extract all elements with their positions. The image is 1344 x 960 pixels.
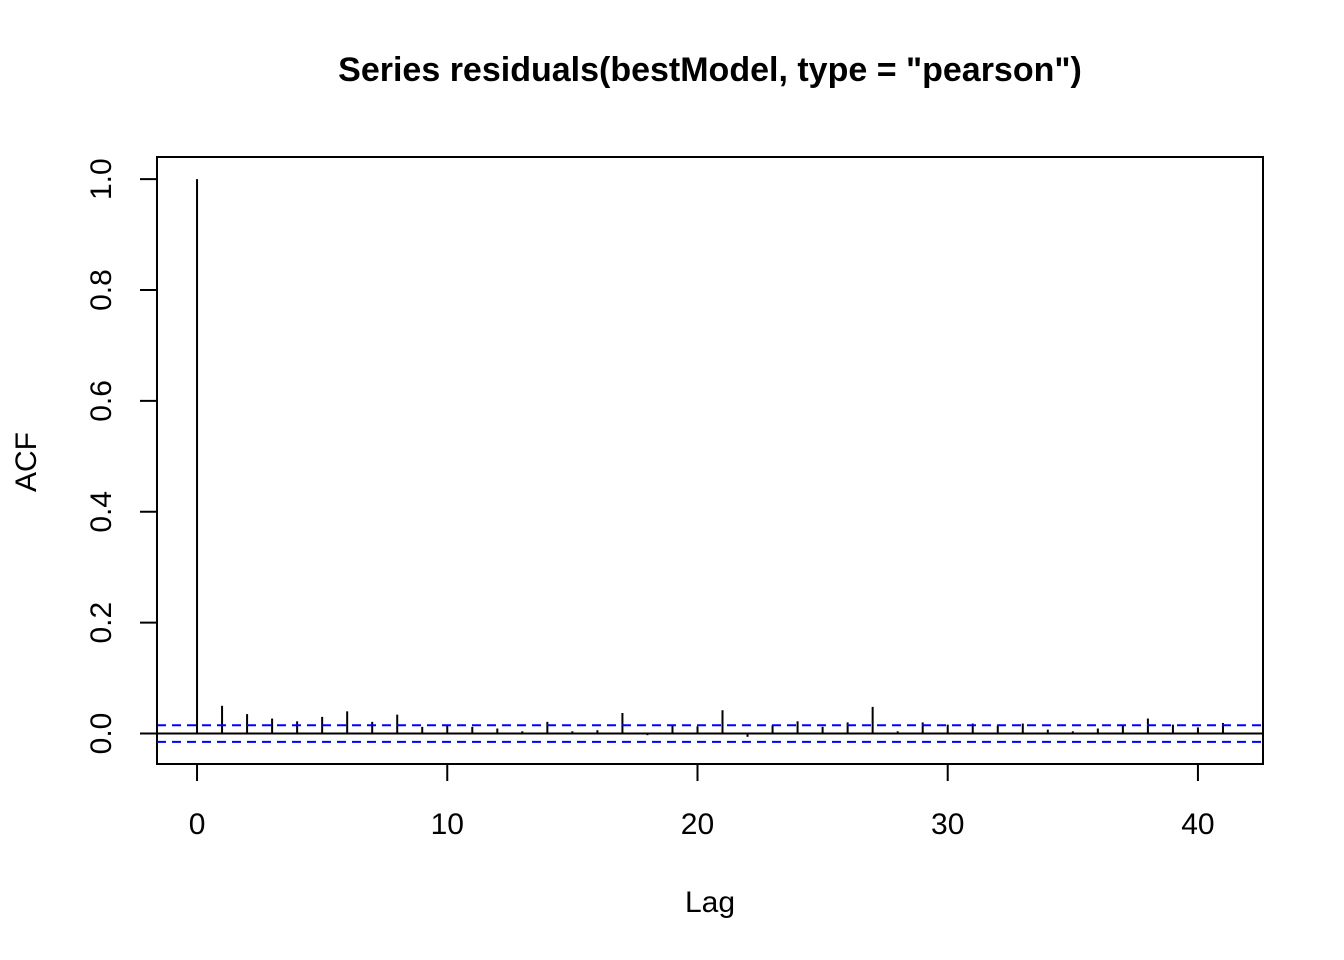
- x-tick-label: 20: [681, 808, 714, 841]
- x-tick-label: 10: [431, 808, 464, 841]
- x-tick-label: 40: [1181, 808, 1214, 841]
- reference-lines: [157, 724, 1263, 743]
- x-tick-label: 0: [189, 808, 206, 841]
- x-axis-label: Lag: [685, 886, 735, 919]
- y-tick-label: 0.4: [85, 491, 118, 533]
- y-tick-label: 0.2: [85, 602, 118, 644]
- y-tick-label: 0.0: [85, 713, 118, 755]
- y-tick-label: 0.8: [85, 269, 118, 311]
- x-tick-label: 30: [931, 808, 964, 841]
- y-axis-label: ACF: [10, 432, 43, 492]
- y-axis: 0.0 0.2 0.4 0.6 0.8 1.0: [85, 158, 158, 755]
- acf-bars: [196, 179, 1224, 737]
- plot-frame: [156, 156, 1264, 765]
- x-axis: 0 10 20 30 40: [189, 763, 1215, 841]
- y-tick-label: 1.0: [85, 158, 118, 200]
- y-tick-label: 0.6: [85, 380, 118, 422]
- chart-title: Series residuals(bestModel, type = "pear…: [338, 51, 1082, 89]
